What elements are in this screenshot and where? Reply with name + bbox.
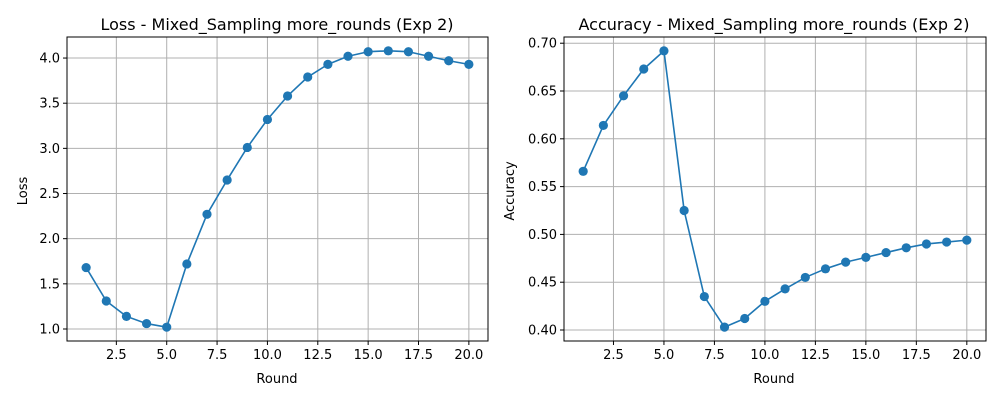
loss-data-point [444,56,454,66]
accuracy-data-point [659,46,669,56]
loss-y-tick-label: 1.0 [39,322,60,337]
loss-x-tick-label: 5.0 [156,348,177,363]
loss-y-axis-label: Loss [16,177,31,206]
loss-y-tick-label: 2.0 [39,232,60,247]
accuracy-data-point [679,205,689,216]
loss-data-point [242,142,252,153]
loss-y-tick-label: 3.5 [39,97,60,112]
accuracy-y-tick-label: 0.45 [528,276,557,291]
loss-y-tick-label: 3.0 [39,142,60,157]
accuracy-x-tick-label: 10.0 [750,348,779,363]
accuracy-data-point [820,264,831,274]
accuracy-data-point [780,284,790,294]
loss-data-point [101,296,111,306]
loss-data-point [222,175,232,185]
loss-data-point [202,209,212,219]
loss-x-axis-label: Round [256,372,297,387]
loss-data-point [323,59,333,69]
loss-data-point [81,262,91,273]
accuracy-data-point [861,252,871,262]
accuracy-data-point [719,322,730,332]
accuracy-y-tick-label: 0.50 [528,228,557,243]
loss-data-point [303,72,313,82]
loss-data-point [282,91,293,101]
accuracy-data-point [578,166,588,176]
loss-chart: 2.5 5.0 7.5 10.0 12.5 15.0 17.5 20.0 1.0 1.5 2.0 2.… [16,15,489,387]
accuracy-data-point [800,272,810,283]
accuracy-data-point [942,237,952,247]
loss-data-point [121,311,132,321]
loss-x-tick-label: 12.5 [303,348,332,363]
loss-data-point [343,51,353,61]
accuracy-data-point [841,257,851,267]
accuracy-data-point [962,235,972,245]
loss-series-line [85,50,470,328]
loss-plot-frame [66,36,489,342]
accuracy-chart-title: Accuracy - Mixed_Sampling more_rounds (E… [579,15,970,35]
loss-data-point [423,51,434,61]
loss-data-point [262,114,273,125]
accuracy-data-point [598,120,608,131]
loss-data-point [162,322,172,332]
accuracy-chart: 2.5 5.0 7.5 10.0 12.5 15.0 17.5 20.0 0.40 0.45 0.5… [503,15,987,387]
loss-x-tick-label: 2.5 [106,348,127,363]
loss-x-tick-label: 20.0 [454,348,483,363]
accuracy-data-point [921,239,932,249]
loss-data-point [403,47,414,57]
accuracy-x-tick-label: 12.5 [801,348,830,363]
accuracy-plot-frame [563,36,987,342]
loss-x-tick-label: 7.5 [207,348,228,363]
loss-y-tick-label: 1.5 [39,277,60,292]
accuracy-x-tick-label: 15.0 [851,348,880,363]
accuracy-x-tick-label: 20.0 [952,348,981,363]
loss-data-point [363,47,373,57]
loss-y-tick-label: 2.5 [39,187,60,202]
accuracy-y-tick-label: 0.70 [528,37,557,52]
accuracy-x-tick-label: 2.5 [603,348,624,363]
loss-x-tick-label: 10.0 [253,348,282,363]
accuracy-data-point [639,64,649,74]
accuracy-x-tick-label: 7.5 [704,348,725,363]
accuracy-x-tick-label: 5.0 [654,348,675,363]
accuracy-data-point [740,313,750,324]
accuracy-data-point [699,291,709,302]
accuracy-y-tick-label: 0.65 [528,85,557,100]
accuracy-data-point [881,247,891,258]
accuracy-y-tick-label: 0.55 [528,180,557,195]
loss-data-point [182,259,192,269]
loss-x-tick-label: 15.0 [354,348,383,363]
accuracy-y-tick-label: 0.40 [528,324,557,339]
loss-x-tick-label: 17.5 [404,348,433,363]
loss-data-point [464,59,474,69]
accuracy-x-axis-label: Round [753,372,794,387]
accuracy-series-line [582,50,967,328]
loss-chart-title: Loss - Mixed_Sampling more_rounds (Exp 2… [100,15,453,35]
loss-y-tick-label: 4.0 [39,52,60,67]
loss-data-point [383,46,393,56]
accuracy-y-axis-label: Accuracy [503,161,518,221]
accuracy-x-tick-label: 17.5 [902,348,931,363]
accuracy-y-tick-label: 0.60 [528,132,557,147]
accuracy-data-point [760,296,770,306]
loss-data-point [141,318,152,329]
accuracy-data-point [901,243,911,253]
accuracy-data-point [618,91,629,101]
